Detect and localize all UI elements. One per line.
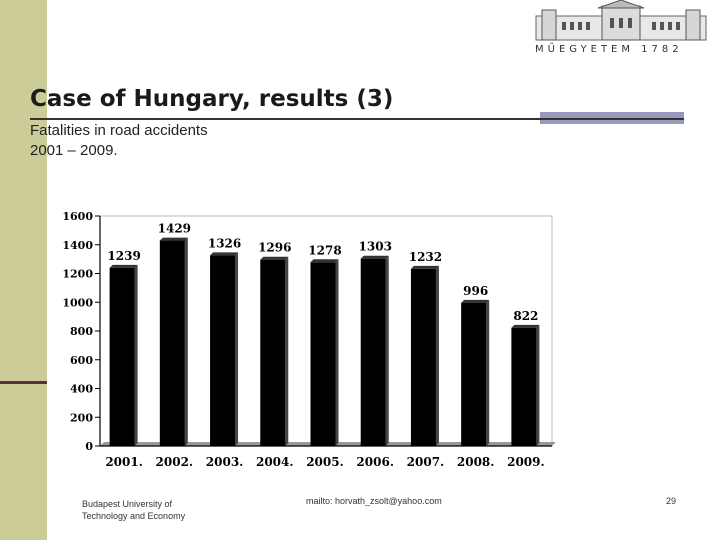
footer-email: mailto: horvath_zsolt@yahoo.com bbox=[306, 496, 442, 506]
logo-wordmark: MŰEGYETEM 1782 bbox=[535, 44, 683, 55]
bar-top bbox=[410, 265, 439, 269]
bar-top bbox=[461, 299, 490, 303]
y-tick-label: 1600 bbox=[62, 210, 93, 223]
bar-side bbox=[435, 265, 439, 446]
bar bbox=[310, 262, 336, 446]
footer-institution: Budapest University of Technology and Ec… bbox=[82, 498, 242, 522]
x-tick-label: 2003. bbox=[206, 455, 244, 469]
x-tick-label: 2008. bbox=[457, 455, 495, 469]
y-tick-label: 1000 bbox=[62, 296, 93, 309]
bar-side bbox=[235, 252, 239, 446]
bar-value-label: 822 bbox=[513, 309, 538, 323]
bar-value-label: 1296 bbox=[258, 241, 291, 255]
university-logo bbox=[522, 0, 720, 64]
bar-value-label: 1303 bbox=[359, 240, 392, 254]
y-tick-label: 1200 bbox=[62, 268, 93, 281]
bar-side bbox=[486, 299, 490, 446]
chart-canvas: 0 200 400 600 800 1000 1200 1400 1600 1239 2001. 14… bbox=[62, 210, 556, 469]
x-tick-label: 2007. bbox=[407, 455, 445, 469]
bar-value-label: 996 bbox=[463, 284, 488, 298]
x-tick-label: 2004. bbox=[256, 455, 294, 469]
bar-side bbox=[285, 256, 289, 446]
y-tick-label: 400 bbox=[70, 383, 93, 396]
bar-top bbox=[159, 237, 188, 241]
bar-top bbox=[210, 252, 239, 256]
bar bbox=[511, 327, 537, 446]
bar-side bbox=[536, 324, 540, 446]
building-icon bbox=[535, 0, 707, 41]
page-number: 29 bbox=[666, 496, 677, 506]
bar-top bbox=[360, 255, 389, 259]
bar bbox=[210, 255, 236, 446]
slide-title: Case of Hungary, results (3) bbox=[30, 86, 394, 112]
bar bbox=[109, 267, 135, 446]
bar-value-label: 1232 bbox=[409, 250, 442, 264]
bar bbox=[360, 258, 386, 446]
bar bbox=[410, 268, 436, 446]
bar-value-label: 1278 bbox=[308, 243, 341, 257]
subtitle-line-2: 2001 – 2009. bbox=[30, 142, 118, 159]
bar-top bbox=[260, 256, 289, 260]
y-tick-label: 800 bbox=[70, 325, 93, 338]
left-decor-line bbox=[0, 381, 47, 384]
x-tick-label: 2009. bbox=[507, 455, 545, 469]
bar-value-label: 1239 bbox=[107, 249, 140, 263]
title-underline bbox=[30, 118, 684, 120]
bar-value-label: 1429 bbox=[158, 222, 191, 236]
x-tick-label: 2001. bbox=[105, 455, 143, 469]
x-tick-label: 2002. bbox=[156, 455, 194, 469]
bar-side bbox=[184, 237, 188, 446]
y-tick-label: 1400 bbox=[62, 239, 93, 252]
bar-top bbox=[109, 264, 138, 268]
bar bbox=[159, 240, 185, 446]
y-tick-label: 0 bbox=[85, 440, 93, 453]
subtitle-line-1: Fatalities in road accidents bbox=[30, 122, 208, 139]
x-tick-label: 2005. bbox=[306, 455, 344, 469]
footer-institution-line-1: Budapest University of bbox=[82, 499, 173, 509]
x-tick-label: 2006. bbox=[356, 455, 394, 469]
slide-subtitle: Fatalities in road accidents 2001 – 2009… bbox=[30, 121, 208, 161]
y-tick-label: 200 bbox=[70, 411, 93, 424]
bar bbox=[461, 302, 487, 446]
bar-side bbox=[335, 259, 339, 446]
bar bbox=[260, 259, 286, 446]
y-tick-label: 600 bbox=[70, 354, 93, 367]
bar-side bbox=[385, 255, 389, 446]
bar-top bbox=[511, 324, 540, 328]
fatalities-bar-chart: 0 200 400 600 800 1000 1200 1400 1600 1239 2001. 14… bbox=[55, 205, 565, 478]
footer-institution-line-2: Technology and Economy bbox=[82, 511, 186, 521]
bar-value-label: 1326 bbox=[208, 236, 241, 250]
bar-side bbox=[134, 264, 138, 446]
left-decor-strip bbox=[0, 0, 47, 540]
bar-top bbox=[310, 259, 339, 263]
